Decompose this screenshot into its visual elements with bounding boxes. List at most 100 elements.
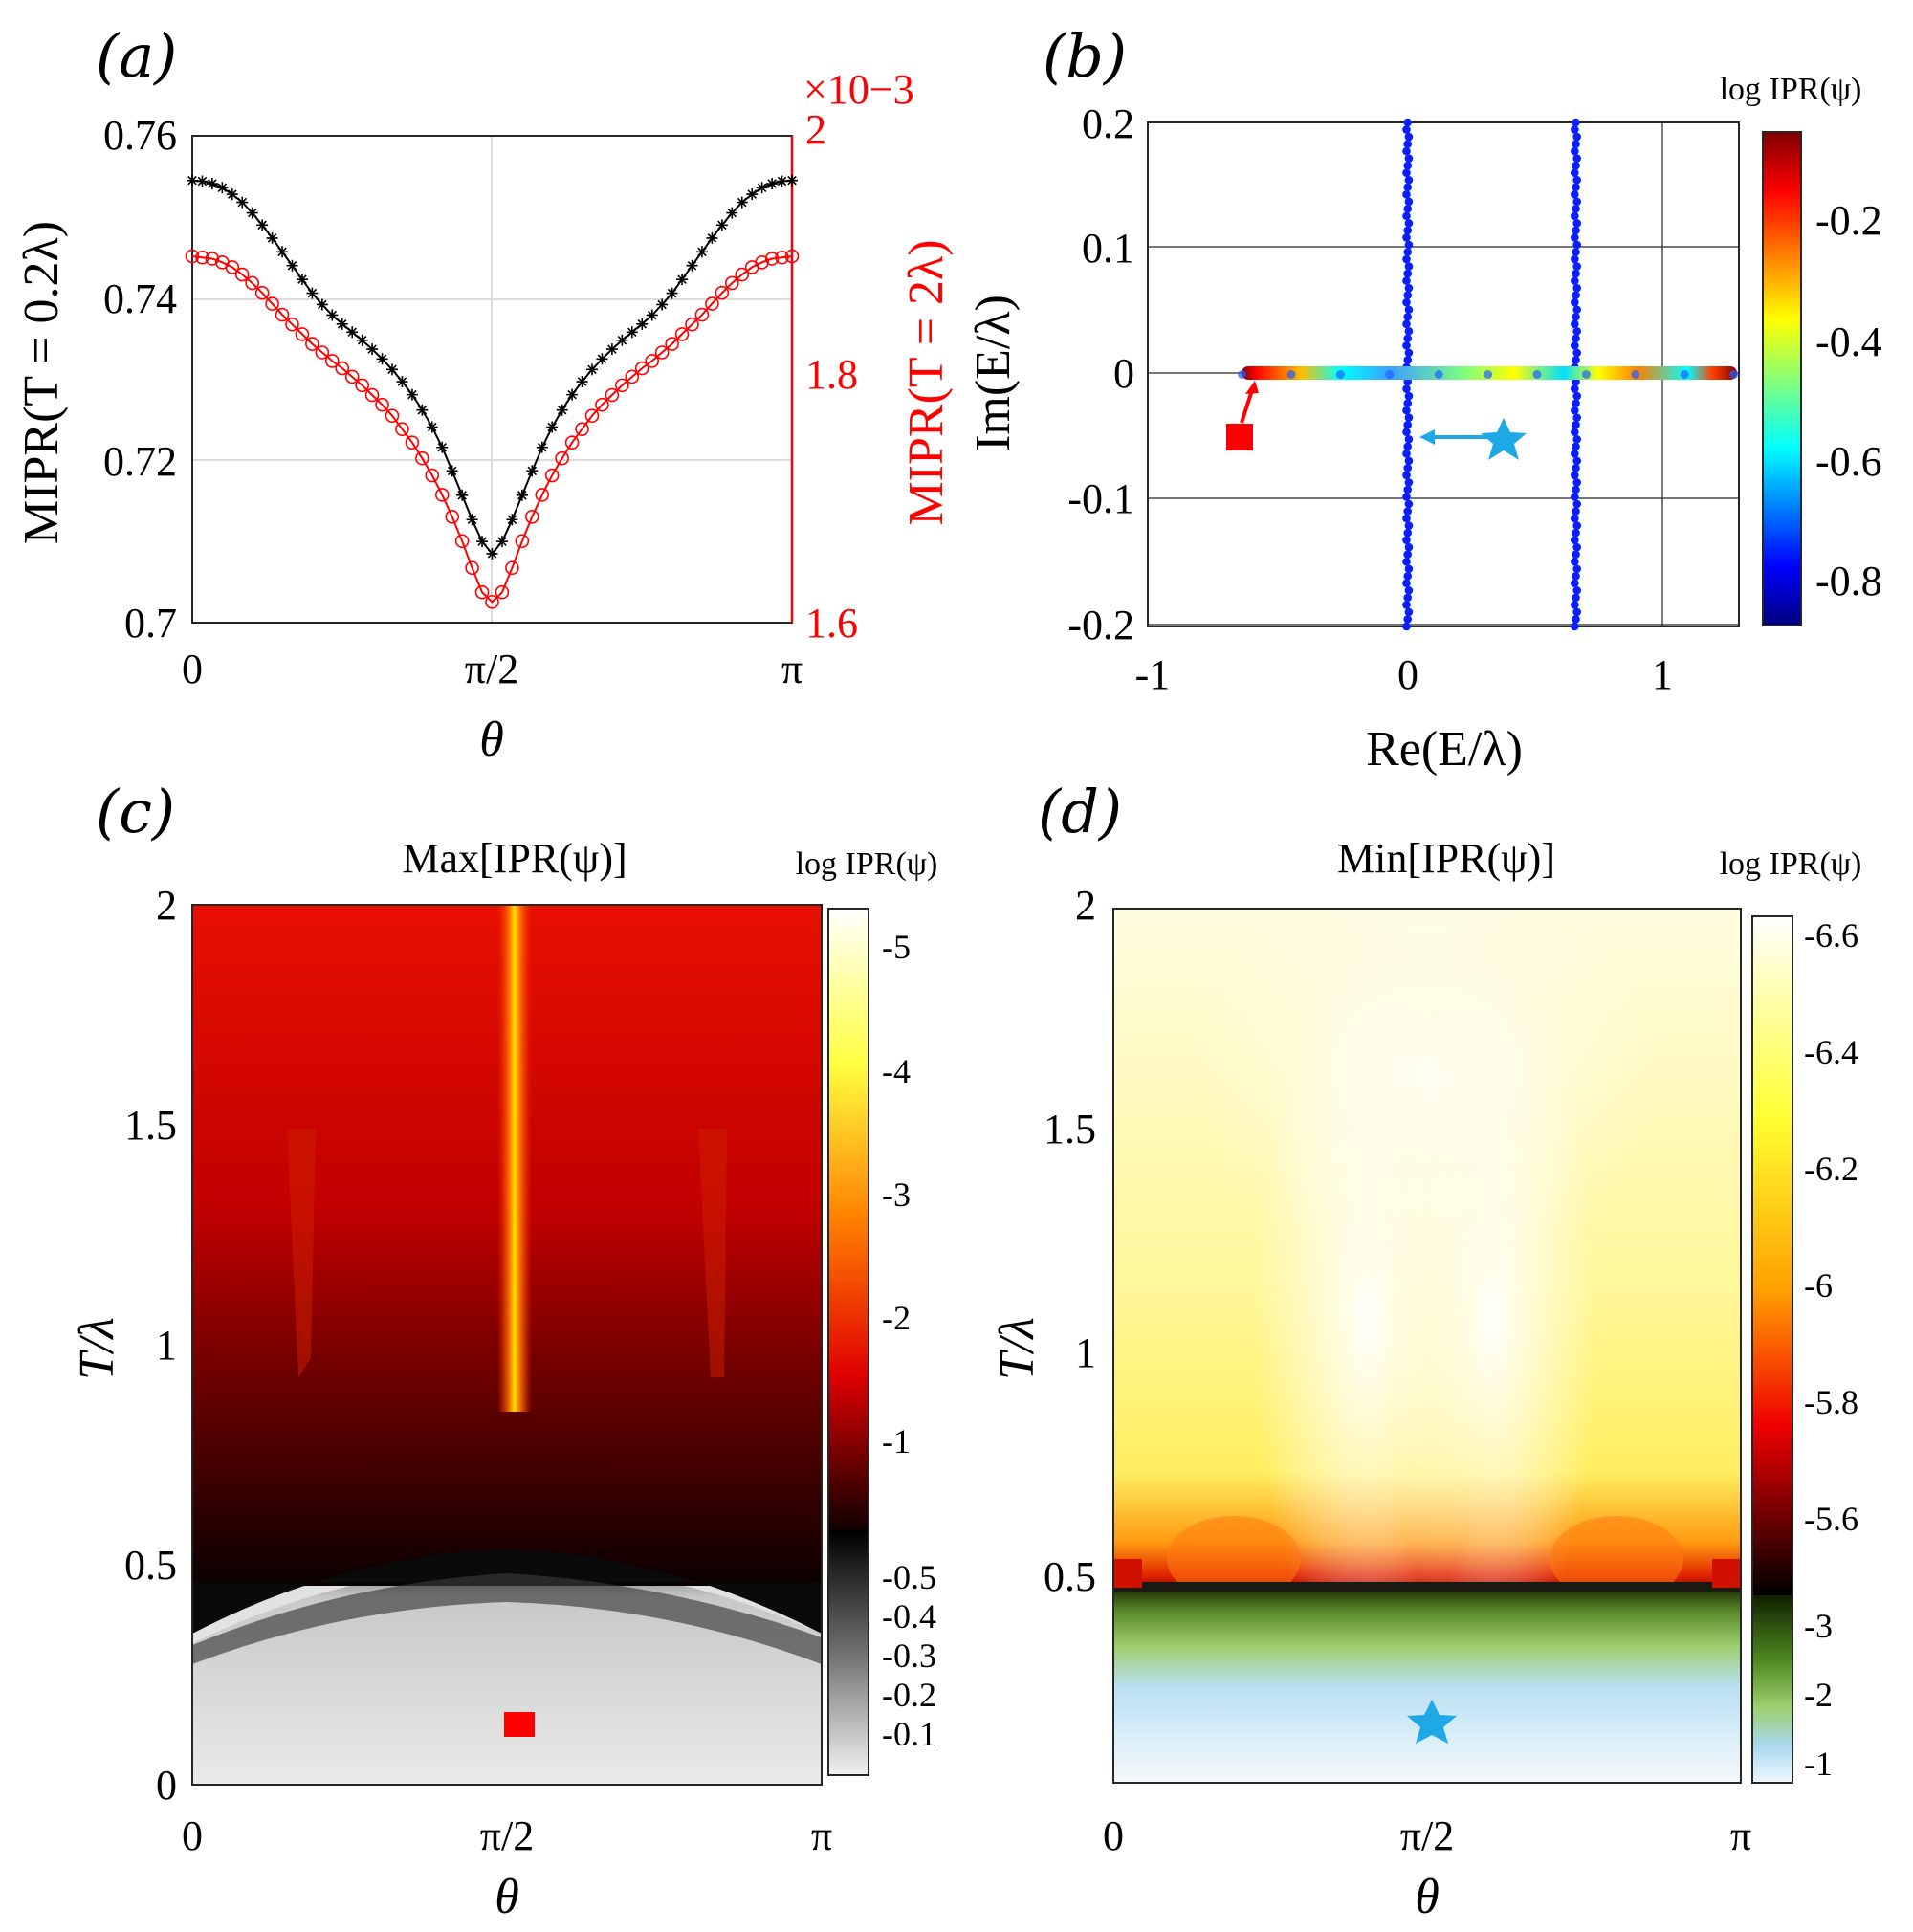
panel-a-red-point bbox=[535, 488, 550, 502]
panel-b-band-point bbox=[1402, 233, 1411, 242]
panel-b-band-point bbox=[1402, 211, 1411, 221]
panel-b-real-point bbox=[1680, 370, 1689, 379]
panel-b-band-point bbox=[1572, 485, 1580, 494]
panel-c-xtick-0: 0 bbox=[182, 1812, 203, 1859]
panel-c-colorbar-frame bbox=[827, 908, 869, 1776]
panel-a-red-point bbox=[524, 509, 539, 524]
panel-a-ytick-right-1-6: 1.6 bbox=[805, 600, 858, 647]
panel-b-band-point bbox=[1571, 297, 1579, 307]
panel-a-red-point bbox=[705, 296, 719, 311]
panel-a-black-point bbox=[506, 514, 518, 526]
panel-b-band-point bbox=[1404, 132, 1414, 142]
panel-a-red-point bbox=[564, 435, 580, 450]
panel-b-band-point bbox=[1572, 593, 1580, 603]
panel-b-band-point bbox=[1404, 586, 1414, 595]
panel-d-ytick-0-5: 0.5 bbox=[1044, 1553, 1096, 1600]
panel-b-band-point bbox=[1403, 485, 1413, 494]
panel-c-title: Max[IPR(ψ)] bbox=[402, 835, 627, 882]
panel-b-band-point bbox=[1571, 319, 1579, 329]
panel-c-ytick-2: 2 bbox=[156, 882, 177, 929]
panel-a-red-point bbox=[245, 275, 260, 291]
panel-b-band-point bbox=[1403, 269, 1413, 278]
panel-b-band-point bbox=[1572, 175, 1582, 185]
panel-b-band-point bbox=[1571, 536, 1579, 544]
panel-b-band-point bbox=[1402, 493, 1411, 501]
panel-a-red-point bbox=[544, 468, 560, 483]
panel-b-star-marker bbox=[1481, 418, 1527, 460]
panel-b-band-point bbox=[1572, 197, 1582, 207]
panel-c-cbtick-0-5: -0.5 bbox=[882, 1558, 936, 1596]
panel-a-red-point bbox=[364, 387, 380, 403]
panel-a-red-point bbox=[634, 361, 649, 376]
panel-b-band-point bbox=[1403, 312, 1413, 321]
panel-d-xlabel: θ bbox=[1415, 1870, 1440, 1924]
panel-b-ytick-neg0-1: -0.1 bbox=[1067, 475, 1134, 522]
panel-c-cbtick-1: -1 bbox=[882, 1422, 911, 1460]
panel-b-band-point bbox=[1403, 161, 1413, 170]
panel-b-band-point bbox=[1403, 420, 1413, 429]
panel-a-xtick-pi: π bbox=[781, 646, 803, 692]
panel-a-black-point bbox=[296, 274, 308, 286]
panel-b-band-point bbox=[1402, 579, 1411, 588]
panel-a-red-point bbox=[335, 361, 350, 376]
panel-a-red-point bbox=[195, 250, 209, 265]
panel-a-red-point bbox=[395, 422, 409, 436]
panel-b-cbtick-0-6: -0.6 bbox=[1815, 438, 1882, 485]
panel-b-band-point bbox=[1572, 442, 1580, 451]
panel-b-band-point bbox=[1572, 586, 1582, 595]
panel-b-real-point bbox=[1385, 370, 1395, 379]
panel-b-band-point bbox=[1402, 406, 1411, 415]
panel-b-band-point bbox=[1572, 291, 1580, 299]
panel-b-band-point bbox=[1571, 493, 1579, 501]
panel-b-band-point bbox=[1572, 434, 1582, 444]
panel-b-band-point bbox=[1402, 189, 1411, 199]
panel-a-black-point bbox=[446, 465, 458, 477]
panel-c-xtick-pi2: π/2 bbox=[480, 1812, 534, 1859]
panel-b-band-point bbox=[1404, 197, 1414, 207]
panel-a-red-point bbox=[654, 345, 670, 360]
panel-b-real-point bbox=[1532, 370, 1542, 379]
panel-c-cbtick-0-2: -0.2 bbox=[882, 1676, 936, 1714]
panel-a-black-point bbox=[495, 536, 508, 548]
panel-b-ytick-0-2: 0.2 bbox=[1082, 100, 1134, 147]
panel-b-band-point bbox=[1572, 521, 1582, 530]
panel-a-red-point bbox=[474, 584, 490, 600]
panel-a-red-point bbox=[234, 267, 250, 282]
panel-a-ytick-right-2: 2 bbox=[805, 106, 826, 153]
panel-b-cbtick-0-8: -0.8 bbox=[1815, 558, 1882, 604]
panel-b-band-point bbox=[1403, 226, 1413, 235]
panel-a-black-point bbox=[376, 353, 388, 365]
panel-d-cbtick-6-6: -6.6 bbox=[1804, 916, 1858, 955]
panel-b-label: (b) bbox=[1043, 21, 1127, 91]
panel-a-black-point bbox=[566, 388, 579, 401]
panel-b-band-point bbox=[1403, 528, 1413, 538]
panel-a-red-point bbox=[315, 345, 330, 360]
panel-b-band-point bbox=[1572, 572, 1580, 581]
panel-a-black-point bbox=[456, 489, 469, 501]
panel-b-band-point bbox=[1404, 348, 1414, 358]
panel-b-band-point bbox=[1571, 406, 1579, 415]
panel-a-black-point bbox=[756, 182, 768, 194]
panel-a-red-point bbox=[685, 317, 699, 332]
panel-a-red-point bbox=[285, 317, 299, 332]
panel-a-red-point bbox=[275, 307, 290, 322]
panel-d-xtick-pi2: π/2 bbox=[1400, 1812, 1454, 1859]
panel-a-red-point bbox=[755, 255, 769, 270]
panel-c: (c) Max[IPR(ψ)] 2 1.5 1 0.5 0 0 π/2 π θ … bbox=[70, 777, 937, 1924]
panel-a-red-point bbox=[775, 250, 789, 265]
panel-b-band-point bbox=[1404, 175, 1414, 185]
panel-b-band-point bbox=[1404, 434, 1414, 444]
panel-b-band-point bbox=[1572, 528, 1580, 538]
panel-a-series-black bbox=[187, 174, 798, 560]
panel-b-band-point bbox=[1404, 283, 1414, 293]
panel-b-band-point bbox=[1403, 593, 1413, 603]
panel-b-band-point bbox=[1404, 478, 1414, 487]
panel-c-colorbar-label: log IPR(ψ) bbox=[796, 846, 938, 882]
panel-d-ytick-1: 1 bbox=[1075, 1329, 1096, 1376]
panel-a-black-point bbox=[256, 219, 269, 231]
panel-b-xtick-1: 1 bbox=[1652, 651, 1673, 698]
panel-a-red-point bbox=[605, 387, 620, 403]
panel-a-red-point bbox=[385, 408, 400, 423]
panel-a-black-point bbox=[226, 188, 238, 201]
panel-b-xtick-neg1: -1 bbox=[1135, 651, 1171, 698]
